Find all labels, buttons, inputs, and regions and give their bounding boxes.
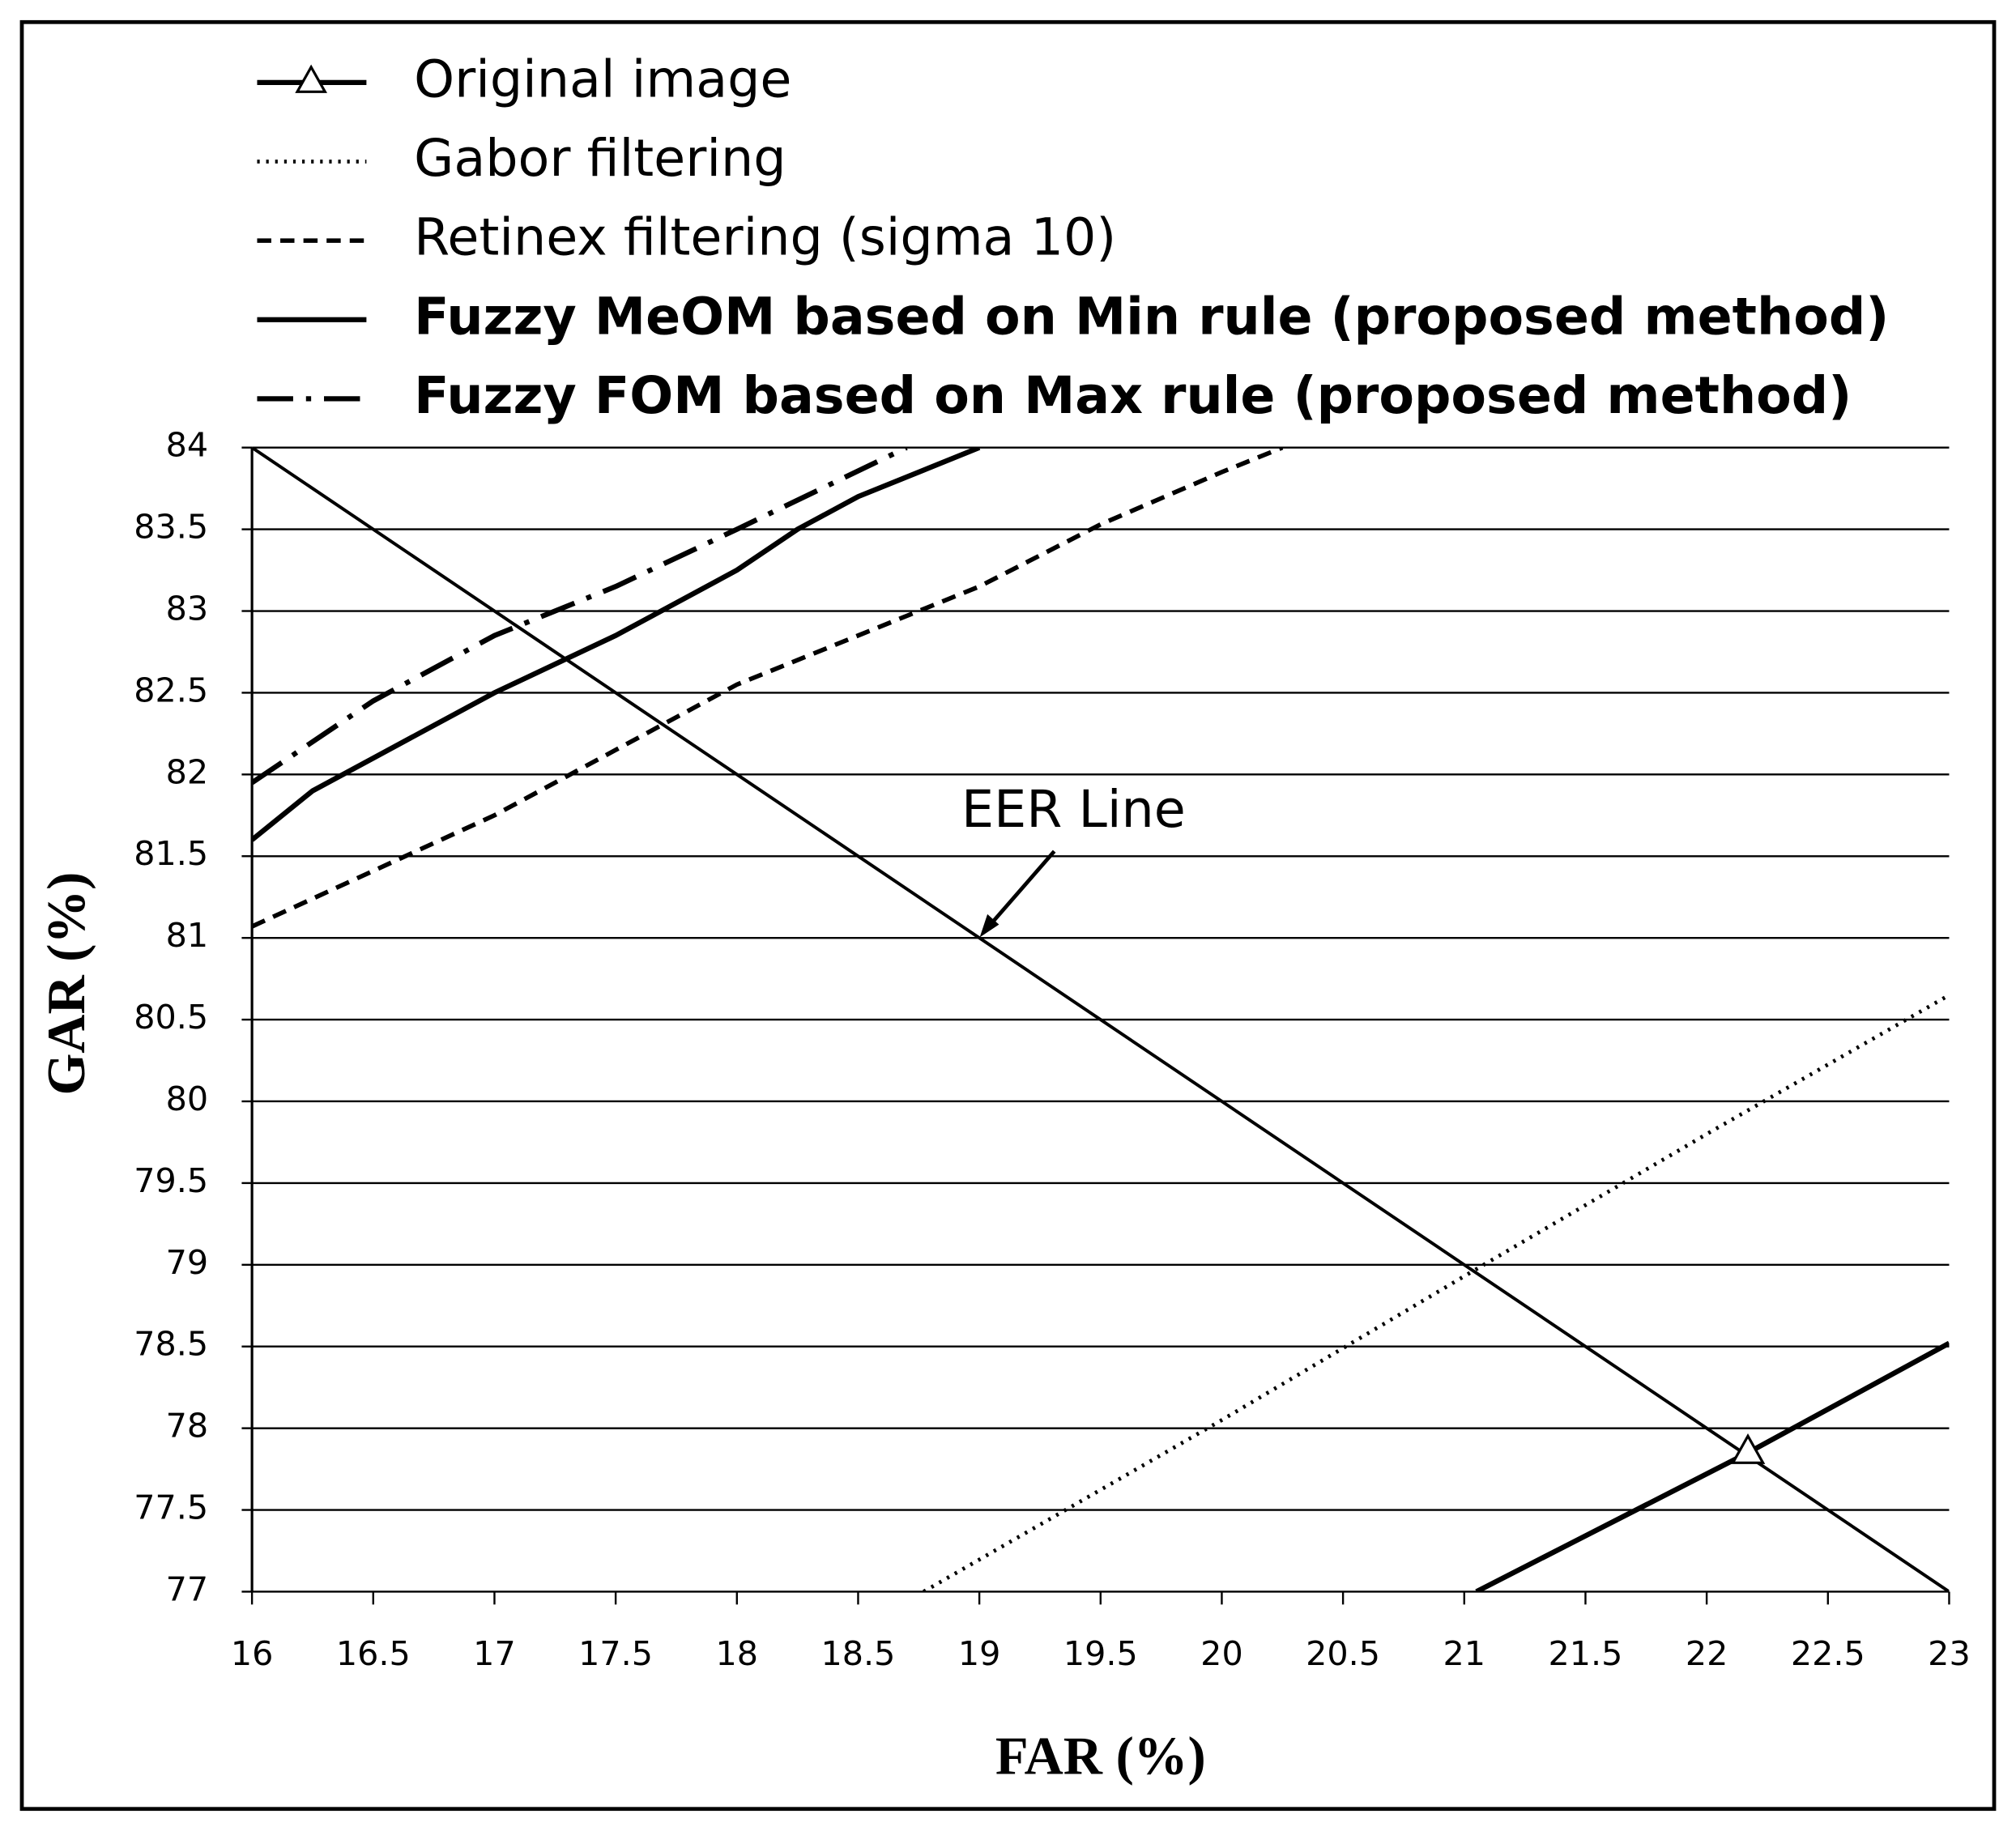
series-line (923, 993, 1950, 1592)
y-tick-label: 83 (166, 590, 209, 628)
y-tick-label: 78 (166, 1407, 209, 1446)
annotation-arrow (983, 849, 1056, 933)
x-tick-label: 17 (473, 1634, 516, 1673)
y-tick-label: 78.5 (134, 1325, 208, 1364)
y-tick-label: 82 (166, 752, 209, 791)
x-axis-title: FAR (%) (995, 1727, 1206, 1786)
arrow-head (979, 913, 999, 938)
y-tick-label: 80 (166, 1079, 209, 1118)
x-tick-label: 16.5 (336, 1634, 411, 1673)
series-line (252, 447, 908, 786)
x-tick-label: 21.5 (1549, 1634, 1623, 1673)
x-tick-label: 18.5 (821, 1634, 896, 1673)
x-tick-label: 16 (231, 1634, 274, 1673)
annotation: EER Line (961, 779, 1186, 839)
y-tick-label: 82.5 (134, 671, 208, 709)
x-tick-label: 20.5 (1306, 1634, 1380, 1673)
x-tick-label: 17.5 (578, 1634, 653, 1673)
y-tick-label: 77.5 (134, 1488, 208, 1527)
legend-label: Fuzzy MeOM based on Min rule (proposed m… (414, 286, 1889, 346)
series-line (252, 447, 981, 842)
x-tick-label: 19 (958, 1634, 1001, 1673)
x-tick-label: 22.5 (1791, 1634, 1865, 1673)
x-tick-label: 21 (1443, 1634, 1486, 1673)
legend-label: Retinex filtering (sigma 10) (414, 207, 1116, 267)
x-tick-label: 19.5 (1063, 1634, 1138, 1673)
legend-label: Fuzzy FOM based on Max rule (proposed me… (414, 365, 1852, 425)
marker (1730, 1433, 1766, 1464)
y-tick-label: 81.5 (134, 834, 208, 873)
x-tick-label: 23 (1928, 1634, 1971, 1673)
y-tick-label: 77 (166, 1569, 209, 1608)
y-tick-label: 83.5 (134, 508, 208, 547)
x-tick-label: 18 (716, 1634, 759, 1673)
series-line (252, 447, 1284, 929)
y-tick-label: 79 (166, 1243, 209, 1282)
legend-label: Original image (414, 49, 791, 109)
y-tick-label: 84 (166, 426, 209, 465)
x-tick-label: 22 (1686, 1634, 1728, 1673)
y-tick-label: 79.5 (134, 1161, 208, 1200)
x-tick-label: 20 (1200, 1634, 1243, 1673)
eer-line (252, 447, 1950, 1592)
y-tick-label: 80.5 (134, 998, 208, 1037)
y-axis-title: GAR (%) (37, 872, 96, 1096)
y-tick-label: 81 (166, 916, 209, 955)
legend-label: Gabor filtering (414, 128, 786, 188)
legend-marker (295, 64, 328, 93)
